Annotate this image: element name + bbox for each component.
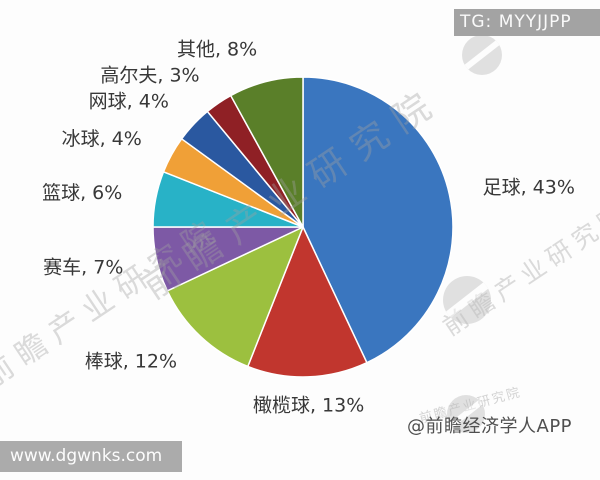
- pie-label-0: 足球, 43%: [483, 176, 575, 198]
- attribution-text: @前瞻经济学人APP: [407, 416, 573, 437]
- pie-slice-0: [302, 76, 454, 364]
- pie-label-1: 橄榄球, 13%: [253, 394, 364, 416]
- pie-label-4: 篮球, 6%: [42, 182, 122, 204]
- pie-label-5: 冰球, 4%: [62, 128, 142, 150]
- pie-label-8: 其他, 8%: [177, 38, 257, 60]
- pie-label-2: 棒球, 12%: [85, 351, 177, 373]
- pie-slice-8: [229, 76, 304, 228]
- pie-label-7: 高尔夫, 3%: [100, 64, 199, 86]
- website-badge: www.dgwnks.com: [0, 441, 182, 472]
- pie-label-3: 赛车, 7%: [43, 257, 123, 279]
- pie-slice-1: [247, 226, 368, 378]
- telegram-badge: TG: MYYJJPP: [454, 9, 600, 36]
- pie-label-6: 网球, 4%: [89, 91, 169, 113]
- pie-slice-2: [166, 226, 304, 368]
